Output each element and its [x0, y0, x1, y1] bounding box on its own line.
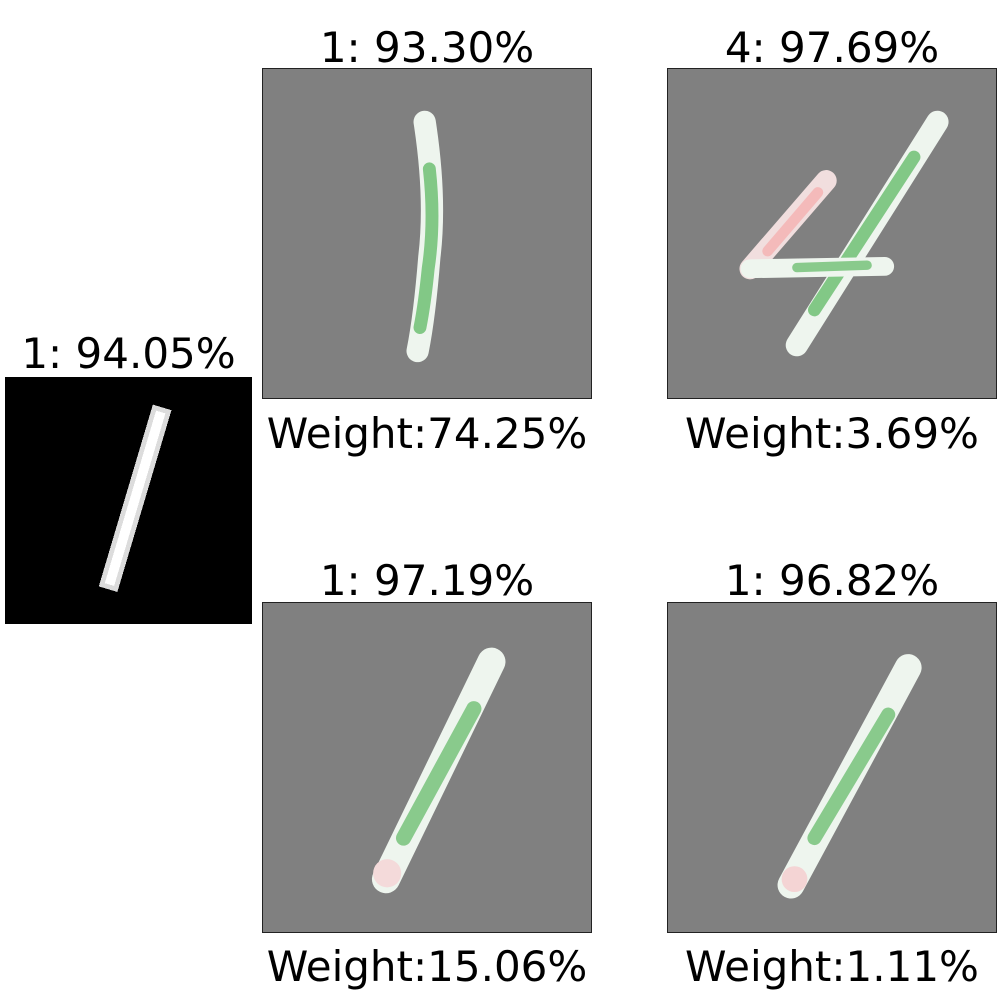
query-digit-image — [5, 377, 252, 624]
prototype-image — [667, 68, 997, 399]
prototype-weight: Weight:15.06% — [266, 942, 588, 991]
prototype-title: 1: 97.19% — [319, 556, 535, 605]
prototype-title: 4: 97.69% — [724, 23, 940, 72]
prototype-image — [667, 602, 997, 933]
prototype-title: 1: 93.30% — [319, 23, 535, 72]
query-title: 1: 94.05% — [21, 329, 236, 378]
prototype-weight: Weight:74.25% — [266, 409, 588, 458]
prototype-weight: Weight:1.11% — [685, 942, 979, 991]
prototype-image — [262, 602, 592, 933]
prototype-weight: Weight:3.69% — [685, 409, 979, 458]
prototype-title: 1: 96.82% — [724, 556, 940, 605]
prototype-image — [262, 68, 592, 399]
